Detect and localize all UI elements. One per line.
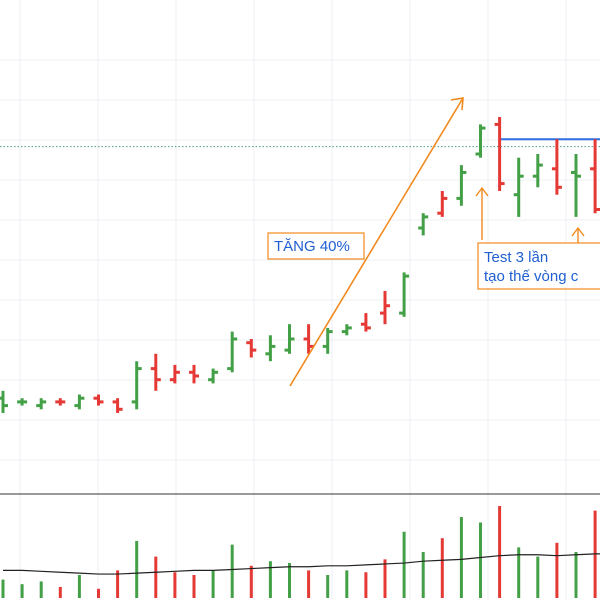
price-bar bbox=[513, 157, 524, 217]
price-bar bbox=[112, 398, 123, 413]
price-bars bbox=[0, 117, 600, 413]
price-bar bbox=[303, 324, 314, 354]
price-bar bbox=[227, 331, 238, 373]
rise-arrow-head bbox=[450, 97, 464, 111]
price-bar bbox=[590, 139, 600, 214]
rise-label-box bbox=[267, 232, 365, 260]
price-bar bbox=[551, 139, 562, 195]
rise-arrow bbox=[289, 97, 464, 387]
price-bar bbox=[246, 339, 257, 358]
test-label-line1: Test 3 lần bbox=[484, 249, 548, 266]
price-bar bbox=[0, 390, 8, 413]
price-bar bbox=[532, 154, 543, 188]
test-arrow-2 bbox=[571, 226, 585, 243]
price-bar bbox=[418, 213, 429, 236]
annotations: TĂNG 40% Test 3 lần tạo thế vòng c bbox=[267, 97, 600, 387]
test-arrows bbox=[475, 186, 585, 243]
price-bar bbox=[475, 124, 486, 158]
price-bar bbox=[571, 154, 581, 217]
price-bar bbox=[93, 394, 104, 406]
price-bar bbox=[55, 398, 66, 406]
price-bar bbox=[399, 272, 410, 317]
price-bar bbox=[380, 290, 390, 325]
volume-bars bbox=[1, 506, 597, 598]
price-bar bbox=[189, 364, 199, 384]
price-bar bbox=[131, 361, 142, 410]
rise-label: TĂNG 40% bbox=[274, 238, 350, 255]
test-arrow-head bbox=[475, 186, 489, 197]
price-bar bbox=[74, 394, 85, 410]
test-label-box bbox=[477, 242, 600, 290]
price-bar bbox=[36, 398, 47, 410]
price-bar bbox=[150, 353, 161, 391]
test-label-line2: tạo thế vòng c bbox=[484, 268, 579, 285]
volume-ma-line bbox=[3, 553, 600, 575]
test-arrow-1 bbox=[475, 186, 489, 240]
price-bar bbox=[169, 364, 180, 384]
price-bar bbox=[437, 191, 448, 217]
price-bar bbox=[284, 324, 295, 354]
price-bar bbox=[494, 117, 505, 191]
price-bar bbox=[265, 335, 276, 362]
price-bar bbox=[360, 313, 371, 332]
price-bar bbox=[322, 327, 333, 354]
price-bar bbox=[17, 398, 28, 406]
price-bar bbox=[341, 324, 352, 336]
test-arrow-head bbox=[571, 226, 585, 237]
price-bar bbox=[208, 368, 219, 384]
price-bar bbox=[456, 165, 467, 206]
